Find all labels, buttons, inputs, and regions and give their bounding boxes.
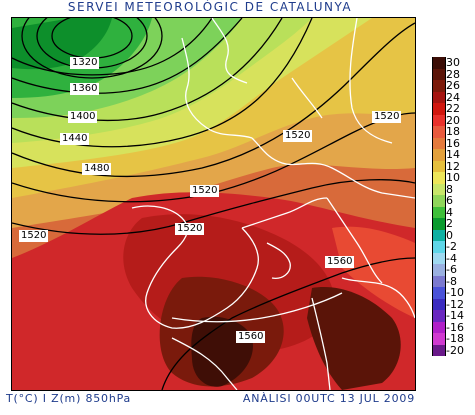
legend-swatch (432, 57, 446, 69)
legend-swatch (432, 160, 446, 172)
legend-label: 8 (446, 182, 453, 196)
map-title: SERVEI METEOROLÒGIC DE CATALUNYA (67, 0, 353, 14)
isohypse-label-1400: 1400 (68, 111, 98, 123)
isohypse-label-1440: 1440 (60, 133, 90, 145)
isohypse-label-1320: 1320 (70, 57, 100, 69)
legend-label: 14 (446, 148, 460, 161)
legend-label: 22 (446, 102, 460, 115)
legend-swatch (432, 195, 446, 207)
legend-label: 6 (446, 194, 453, 207)
legend-swatch (432, 206, 446, 218)
variable-caption: T(°C) I Z(m) 850hPa (6, 392, 132, 405)
legend-swatch (432, 252, 446, 264)
legend-label: -18 (446, 332, 464, 345)
legend-swatch (432, 321, 446, 333)
legend-swatch (432, 333, 446, 345)
legend-label: -4 (446, 251, 457, 265)
isohypse-label-1520: 1520 (19, 230, 49, 242)
legend-swatch (432, 172, 446, 184)
legend-label: 4 (446, 205, 453, 219)
isohypse-label-1520: 1520 (372, 111, 402, 123)
analysis-time: ANÀLISI 00UTC 13 JUL 2009 (242, 392, 415, 405)
isohypse-label-1520: 1520 (283, 130, 313, 142)
legend-label: -12 (446, 297, 464, 311)
legend-swatch (432, 241, 446, 253)
legend-label: 20 (446, 113, 460, 127)
weather-map: 1320 1360 1400 1440 1480 1520 1520 1520 … (11, 17, 416, 391)
legend-label: 12 (446, 159, 460, 173)
legend-swatch (432, 91, 446, 103)
legend-swatch (432, 114, 446, 126)
legend-label: -14 (446, 309, 464, 322)
legend-label: 26 (446, 79, 460, 92)
legend-swatch (432, 298, 446, 310)
legend-label: 16 (446, 136, 460, 150)
legend-swatch (432, 183, 446, 195)
legend-swatch (432, 275, 446, 287)
legend-swatch (432, 218, 446, 230)
legend-label: -10 (446, 286, 464, 299)
isohypse-label-1520: 1520 (190, 185, 220, 197)
legend-swatch (432, 149, 446, 161)
legend-swatch (432, 103, 446, 115)
legend-label: 10 (446, 171, 460, 184)
legend-swatch (432, 344, 446, 356)
isohypse-label-1560: 1560 (236, 331, 266, 343)
legend-label: -2 (446, 240, 457, 253)
legend-swatch (432, 229, 446, 241)
legend-label: -20 (446, 343, 464, 357)
legend-label: 18 (446, 125, 460, 138)
legend-swatch (432, 264, 446, 276)
legend-label: 24 (446, 90, 460, 104)
legend-swatch (432, 80, 446, 92)
temperature-legend: 30 28 26 24 22 20 18 16 14 12 10 8 6 4 2 0 -2 -4 -6 -8 -10 -1… (432, 57, 472, 357)
legend-label: -8 (446, 274, 457, 288)
isohypse-label-1560: 1560 (325, 256, 355, 268)
temperature-field (12, 18, 415, 390)
legend-swatch (432, 68, 446, 80)
legend-swatch (432, 310, 446, 322)
isohypse-label-1520: 1520 (175, 223, 205, 235)
legend-label: -6 (446, 263, 457, 276)
isohypse-label-1480: 1480 (82, 163, 112, 175)
legend-label: 28 (446, 67, 460, 81)
legend-label: 2 (446, 217, 453, 230)
legend-label: 30 (446, 56, 460, 69)
legend-swatch (432, 126, 446, 138)
legend-swatch (432, 137, 446, 149)
legend-swatch (432, 287, 446, 299)
legend-label: 0 (446, 228, 453, 242)
isohypse-label-1360: 1360 (70, 83, 100, 95)
legend-label: -16 (446, 320, 464, 334)
